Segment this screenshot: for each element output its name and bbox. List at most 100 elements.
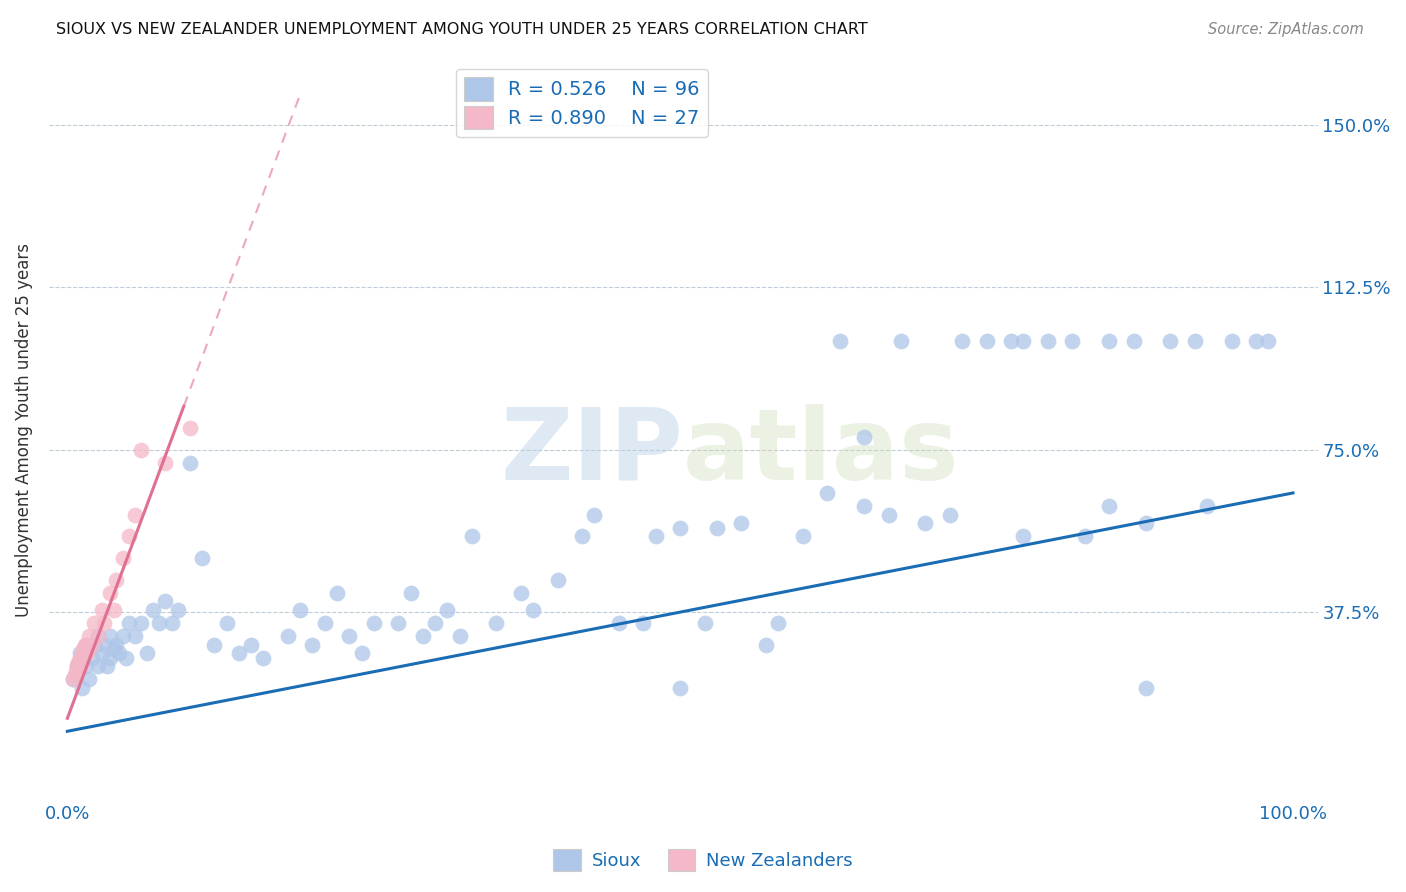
Point bbox=[1036, 334, 1059, 349]
Point bbox=[179, 421, 201, 435]
Point bbox=[191, 551, 214, 566]
Point bbox=[1244, 334, 1267, 349]
Point bbox=[108, 646, 131, 660]
Point bbox=[204, 638, 226, 652]
Point bbox=[98, 650, 121, 665]
Point bbox=[914, 516, 936, 531]
Point bbox=[449, 629, 471, 643]
Point bbox=[461, 529, 484, 543]
Point bbox=[1000, 334, 1022, 349]
Point bbox=[160, 615, 183, 630]
Point bbox=[90, 646, 112, 660]
Point bbox=[70, 646, 93, 660]
Point bbox=[363, 615, 385, 630]
Point bbox=[69, 650, 91, 665]
Point bbox=[72, 642, 94, 657]
Point bbox=[63, 668, 86, 682]
Point bbox=[1135, 516, 1157, 531]
Point bbox=[755, 638, 778, 652]
Point bbox=[93, 615, 115, 630]
Point bbox=[79, 629, 101, 643]
Point bbox=[79, 673, 101, 687]
Point bbox=[69, 646, 91, 660]
Point bbox=[301, 638, 323, 652]
Point bbox=[337, 629, 360, 643]
Point bbox=[66, 659, 89, 673]
Point bbox=[62, 673, 84, 687]
Point bbox=[1257, 334, 1279, 349]
Point bbox=[423, 615, 446, 630]
Point bbox=[215, 615, 238, 630]
Text: Source: ZipAtlas.com: Source: ZipAtlas.com bbox=[1208, 22, 1364, 37]
Point bbox=[80, 638, 103, 652]
Point bbox=[129, 615, 152, 630]
Point bbox=[730, 516, 752, 531]
Point bbox=[87, 659, 110, 673]
Point bbox=[950, 334, 973, 349]
Point bbox=[136, 646, 159, 660]
Point bbox=[83, 615, 105, 630]
Point bbox=[142, 603, 165, 617]
Point bbox=[877, 508, 900, 522]
Text: SIOUX VS NEW ZEALANDER UNEMPLOYMENT AMONG YOUTH UNDER 25 YEARS CORRELATION CHART: SIOUX VS NEW ZEALANDER UNEMPLOYMENT AMON… bbox=[56, 22, 868, 37]
Point bbox=[547, 573, 569, 587]
Point bbox=[853, 499, 876, 513]
Point bbox=[792, 529, 814, 543]
Point bbox=[83, 638, 105, 652]
Point bbox=[1098, 334, 1121, 349]
Point bbox=[87, 629, 110, 643]
Point bbox=[1135, 681, 1157, 695]
Point bbox=[124, 629, 146, 643]
Point bbox=[111, 629, 134, 643]
Point bbox=[87, 629, 110, 643]
Point bbox=[148, 615, 170, 630]
Point bbox=[1012, 529, 1035, 543]
Point bbox=[155, 594, 177, 608]
Point bbox=[815, 486, 838, 500]
Point bbox=[853, 429, 876, 443]
Point bbox=[706, 520, 728, 534]
Point bbox=[93, 638, 115, 652]
Point bbox=[522, 603, 544, 617]
Point bbox=[166, 603, 188, 617]
Legend: R = 0.526    N = 96, R = 0.890    N = 27: R = 0.526 N = 96, R = 0.890 N = 27 bbox=[456, 70, 707, 137]
Point bbox=[66, 659, 89, 673]
Point bbox=[890, 334, 912, 349]
Point bbox=[1012, 334, 1035, 349]
Point bbox=[693, 615, 716, 630]
Point bbox=[1098, 499, 1121, 513]
Point bbox=[768, 615, 790, 630]
Text: atlas: atlas bbox=[683, 404, 960, 500]
Point bbox=[98, 585, 121, 599]
Point bbox=[98, 629, 121, 643]
Point bbox=[105, 573, 128, 587]
Point bbox=[976, 334, 998, 349]
Point bbox=[75, 659, 97, 673]
Point bbox=[179, 456, 201, 470]
Point bbox=[117, 615, 139, 630]
Point bbox=[240, 638, 263, 652]
Legend: Sioux, New Zealanders: Sioux, New Zealanders bbox=[547, 842, 859, 879]
Point bbox=[412, 629, 434, 643]
Point bbox=[73, 638, 96, 652]
Point bbox=[669, 520, 692, 534]
Point bbox=[436, 603, 458, 617]
Point bbox=[252, 650, 274, 665]
Point bbox=[1220, 334, 1243, 349]
Point bbox=[314, 615, 336, 630]
Point bbox=[103, 603, 125, 617]
Point bbox=[607, 615, 630, 630]
Point bbox=[75, 638, 97, 652]
Point bbox=[103, 642, 125, 657]
Point bbox=[387, 615, 409, 630]
Point bbox=[96, 659, 118, 673]
Point bbox=[124, 508, 146, 522]
Point bbox=[485, 615, 508, 630]
Point bbox=[633, 615, 655, 630]
Point bbox=[1122, 334, 1144, 349]
Point bbox=[1073, 529, 1095, 543]
Point bbox=[571, 529, 593, 543]
Point bbox=[111, 551, 134, 566]
Y-axis label: Unemployment Among Youth under 25 years: Unemployment Among Youth under 25 years bbox=[15, 244, 32, 617]
Point bbox=[90, 603, 112, 617]
